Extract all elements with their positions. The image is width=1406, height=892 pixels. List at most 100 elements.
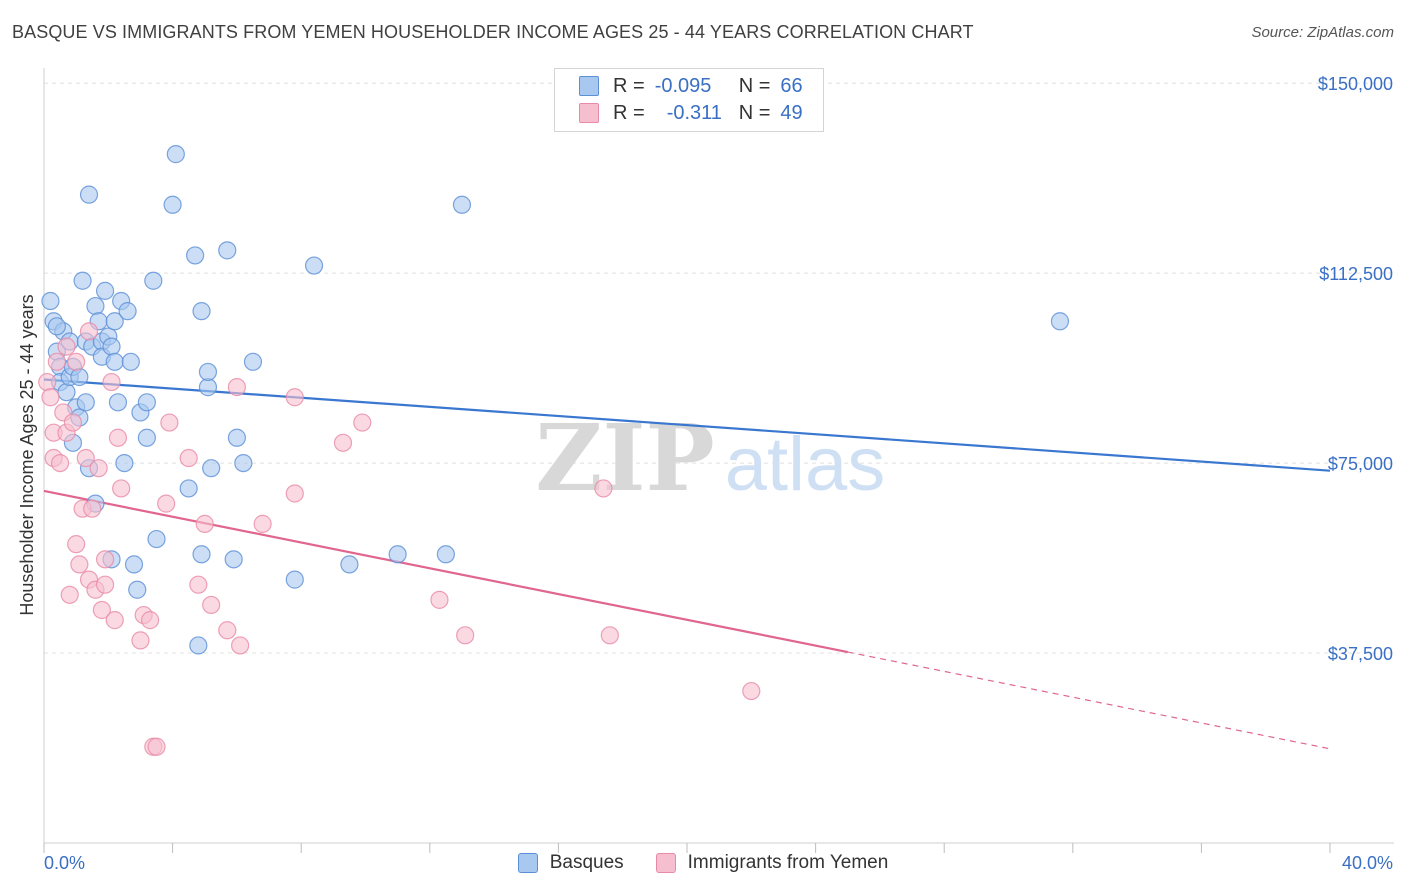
yemen-point bbox=[112, 479, 131, 498]
yemen-point bbox=[108, 428, 128, 447]
yemen-point bbox=[456, 626, 475, 645]
yemen-point bbox=[594, 479, 613, 498]
basques-point bbox=[285, 570, 304, 589]
basques-point bbox=[73, 271, 92, 290]
basques-point bbox=[192, 545, 211, 564]
chart-title: BASQUE VS IMMIGRANTS FROM YEMEN HOUSEHOL… bbox=[12, 22, 974, 42]
basques-point bbox=[108, 393, 128, 412]
yemen-point bbox=[430, 590, 449, 609]
basques-trend-line bbox=[43, 378, 1331, 472]
basques-point bbox=[57, 383, 76, 402]
basques-point bbox=[234, 453, 253, 473]
yemen-point bbox=[92, 600, 111, 620]
basques-point bbox=[224, 550, 243, 569]
yemen-point bbox=[63, 413, 83, 432]
yemen-point bbox=[47, 352, 66, 371]
yemen-point bbox=[76, 448, 95, 468]
yemen-trend-line bbox=[847, 651, 1331, 750]
yemen-point bbox=[147, 737, 166, 756]
yemen-point bbox=[131, 631, 150, 650]
legend-row-yemen: R = -0.311 N = 49 bbox=[579, 100, 803, 126]
legend-label: Basques bbox=[549, 852, 624, 873]
basques-point bbox=[388, 545, 407, 564]
basques-point bbox=[128, 580, 147, 599]
series-legend: Basques Immigrants from Yemen bbox=[0, 852, 1406, 874]
basques-point bbox=[105, 352, 124, 371]
basques-point bbox=[163, 195, 182, 214]
basques-point bbox=[86, 296, 105, 316]
yemen-point bbox=[202, 595, 221, 615]
yemen-trend-line bbox=[43, 489, 848, 654]
r-label: R = bbox=[613, 101, 645, 124]
basques-point bbox=[227, 428, 246, 447]
basques-point bbox=[121, 352, 140, 371]
yemen-point bbox=[231, 636, 250, 655]
basques-point bbox=[189, 636, 208, 655]
yemen-point bbox=[50, 453, 70, 473]
yemen-point bbox=[179, 448, 198, 468]
yemen-point bbox=[333, 433, 353, 452]
r-label: R = bbox=[613, 74, 645, 97]
y-tick-label: $75,000 bbox=[1328, 454, 1393, 474]
basques-point bbox=[166, 145, 185, 164]
n-label: N = bbox=[738, 74, 771, 97]
x-tick-label: 40.0% bbox=[1342, 853, 1393, 873]
basques-point bbox=[179, 479, 198, 498]
basques-point bbox=[105, 312, 124, 331]
legend-item-basques[interactable]: Basques bbox=[517, 852, 624, 874]
yemen-point bbox=[218, 621, 237, 640]
yemen-point bbox=[189, 575, 208, 594]
yemen-point bbox=[353, 413, 372, 432]
basques-point bbox=[202, 459, 221, 478]
trend-lines bbox=[43, 378, 1331, 750]
yemen-point bbox=[253, 514, 272, 533]
y-tick-label: $112,500 bbox=[1319, 264, 1393, 284]
basques-point bbox=[304, 256, 324, 275]
x-tick-label: 0.0% bbox=[44, 853, 85, 873]
basques-point bbox=[192, 302, 211, 321]
basques-swatch bbox=[517, 853, 538, 873]
basques-point bbox=[147, 529, 166, 549]
yemen-point bbox=[140, 611, 160, 630]
yemen-point bbox=[285, 484, 304, 503]
axes bbox=[43, 68, 1394, 853]
y-axis-label: Householder Income Ages 25 - 44 years bbox=[17, 294, 37, 615]
basques-point bbox=[452, 195, 472, 214]
yemen-point bbox=[60, 585, 79, 604]
n-value: 66 bbox=[780, 74, 803, 97]
basques-point bbox=[198, 378, 218, 397]
legend-label: Immigrants from Yemen bbox=[687, 852, 889, 873]
basques-point bbox=[137, 393, 156, 412]
legend-item-yemen[interactable]: Immigrants from Yemen bbox=[655, 852, 889, 874]
yemen-swatch bbox=[655, 853, 676, 873]
basques-point bbox=[137, 428, 156, 447]
axis-labels: $37,500 $75,000 $112,500 $150,000 0.0% 40.0% H… bbox=[17, 74, 1393, 873]
basques-point bbox=[198, 362, 218, 382]
yemen-point bbox=[67, 352, 86, 371]
yemen-point bbox=[95, 575, 115, 594]
yemen-point bbox=[600, 626, 619, 645]
basques-point bbox=[436, 545, 455, 564]
yemen-point bbox=[38, 372, 57, 392]
n-label: N = bbox=[738, 101, 771, 124]
yemen-swatch bbox=[579, 103, 599, 123]
source-label: Source: ZipAtlas.com bbox=[1251, 24, 1394, 41]
basques-point bbox=[79, 185, 99, 204]
yemen-point bbox=[70, 555, 89, 574]
yemen-point bbox=[102, 372, 121, 392]
yemen-point bbox=[57, 337, 76, 356]
basques-point bbox=[115, 453, 134, 473]
yemen-point bbox=[227, 378, 246, 397]
r-value: -0.311 bbox=[666, 101, 722, 124]
yemen-point bbox=[83, 499, 102, 518]
yemen-point bbox=[157, 494, 176, 513]
yemen-point bbox=[41, 388, 60, 407]
y-tick-label: $37,500 bbox=[1328, 644, 1393, 664]
basques-point bbox=[124, 555, 144, 574]
basques-point bbox=[218, 241, 237, 260]
basques-point bbox=[70, 367, 89, 387]
yemen-point bbox=[742, 681, 761, 701]
watermark: ZIP atlas bbox=[535, 404, 885, 512]
yemen-point bbox=[95, 550, 115, 569]
